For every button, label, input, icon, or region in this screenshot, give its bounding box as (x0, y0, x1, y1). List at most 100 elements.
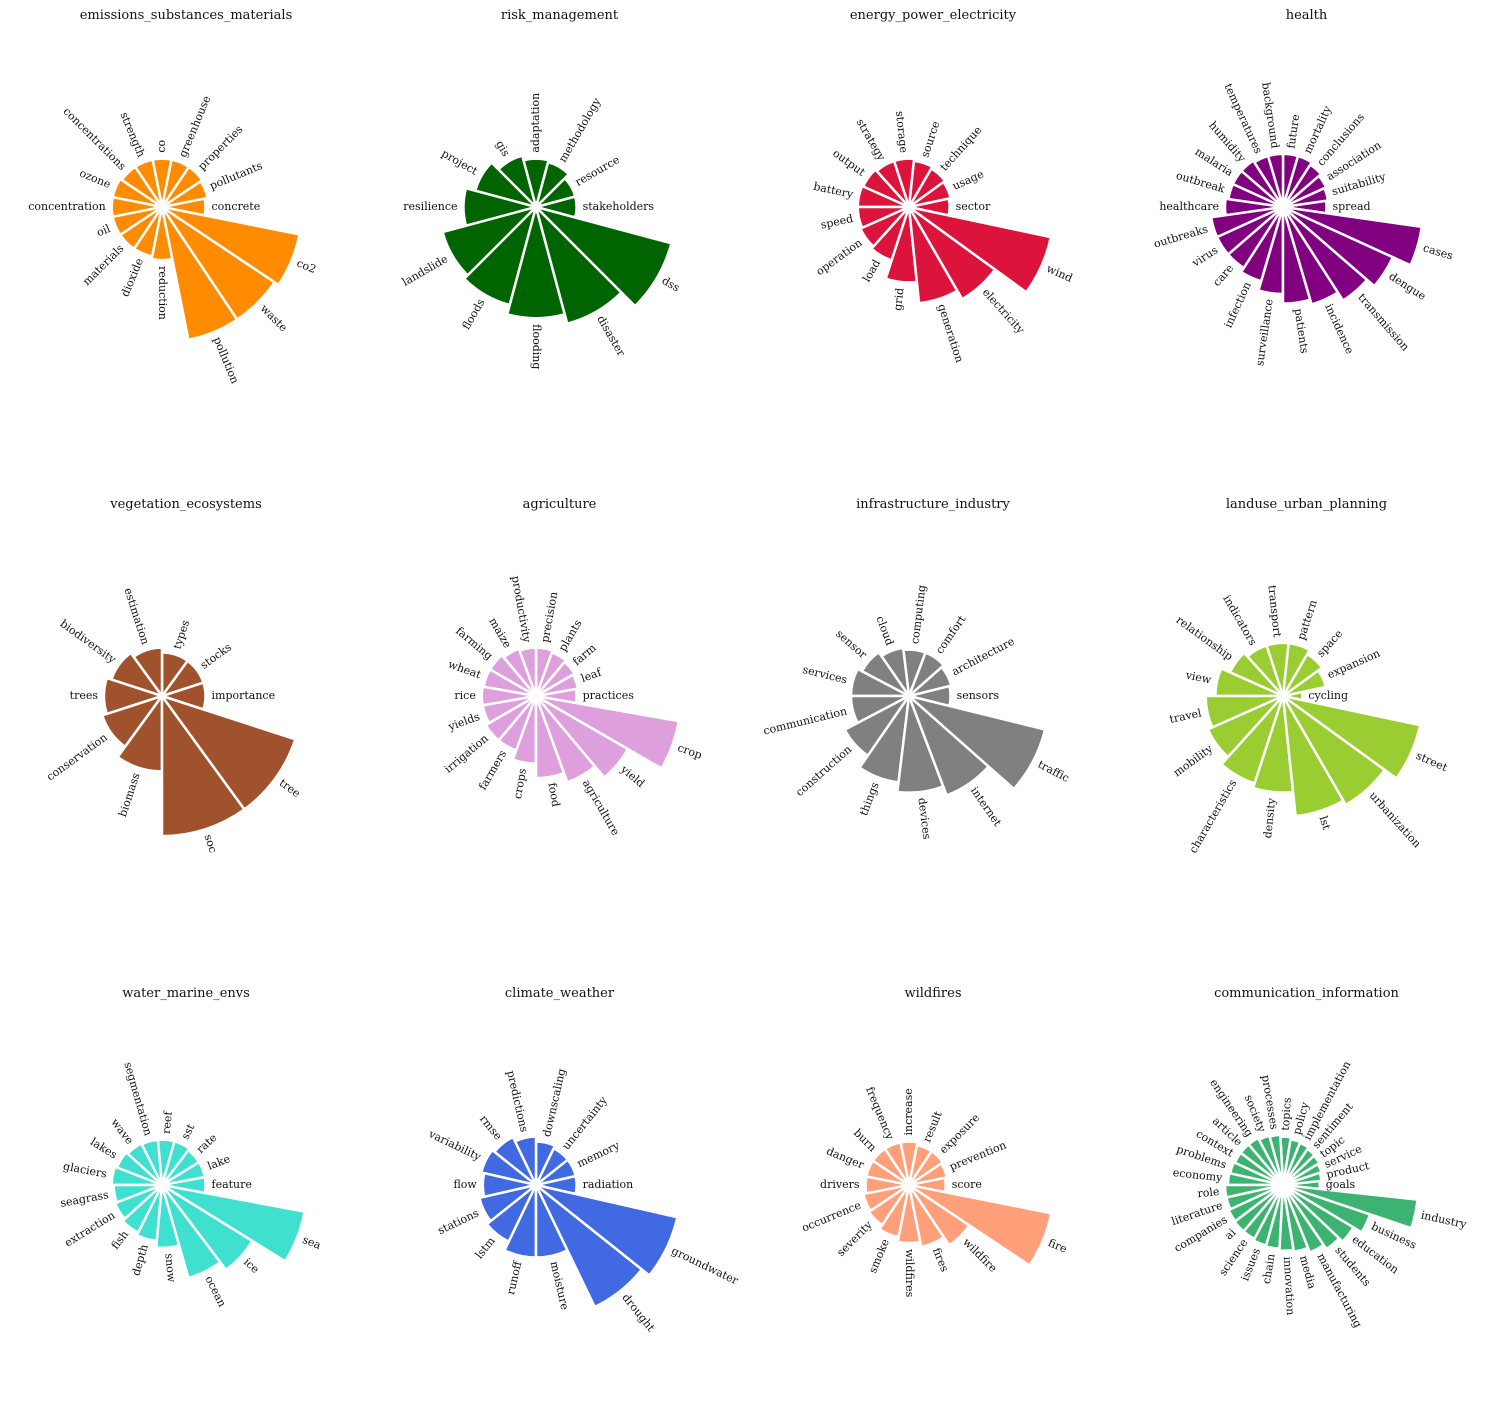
category-label-dengue: dengue (1386, 270, 1428, 303)
category-label-usage: usage (950, 168, 985, 193)
category-label-ozone: ozone (78, 167, 113, 192)
category-label-adaptation: adaptation (529, 93, 542, 153)
category-label-lake: lake (206, 1152, 232, 1173)
category-label-transport: transport (1265, 584, 1283, 638)
category-label-cloud: cloud (873, 614, 896, 647)
category-label-rate: rate (194, 1131, 220, 1156)
polar-bar-chart: practicesleaffarmplantsprecisionproducti… (374, 489, 746, 938)
category-label-productivity: productivity (508, 575, 533, 645)
category-label-communication: communication (762, 705, 848, 738)
category-label-ice: ice (241, 1256, 262, 1277)
category-label-technique: technique (938, 124, 985, 174)
category-label-reduction: reduction (156, 266, 169, 320)
category-label-drought: drought (619, 1291, 657, 1334)
category-label-yields: yields (445, 710, 481, 734)
category-label-maize: maize (486, 615, 514, 650)
category-label-indicators: indicators (1220, 593, 1259, 648)
category-label-landslide: landslide (399, 252, 449, 288)
polar-bar-chart: featurelakeratesstreefsegmentationwavela… (0, 978, 372, 1427)
category-label-floods: floods (459, 296, 487, 332)
category-label-infection: infection (1221, 280, 1253, 330)
category-label-crops: crops (510, 767, 528, 800)
category-label-economy: economy (1172, 1166, 1224, 1184)
category-label-leaf: leaf (579, 665, 604, 685)
category-label-farmers: farmers (476, 748, 509, 793)
category-label-load: load (860, 257, 883, 284)
category-label-co: co (155, 140, 168, 153)
category-label-operation: operation (814, 236, 865, 278)
category-label-snow: snow (162, 1253, 178, 1283)
category-label-predictions: predictions (504, 1069, 531, 1133)
category-label-sector: sector (956, 200, 991, 213)
category-label-fire: fire (1046, 1236, 1069, 1255)
category-label-density: density (1261, 797, 1278, 839)
category-label-patients: patients (1291, 308, 1310, 355)
category-label-surveillance: surveillance (1253, 298, 1275, 367)
category-label-oil: oil (95, 222, 113, 239)
category-label-chain: chain (1259, 1253, 1277, 1285)
category-label-practices: practices (582, 689, 634, 702)
category-label-wind: wind (1045, 262, 1075, 285)
category-label-expansion: expansion (1325, 647, 1382, 682)
category-label-healthcare: healthcare (1159, 200, 1219, 213)
category-label-materials: materials (80, 242, 127, 289)
category-label-farm: farm (570, 641, 599, 668)
category-label-methodology: methodology (556, 95, 604, 165)
category-label-danger: danger (824, 1144, 866, 1171)
category-label-generation: generation (935, 302, 966, 364)
category-label-estimation: estimation (121, 586, 152, 646)
category-label-sst: sst (179, 1121, 198, 1141)
category-label-gis: gis (493, 138, 513, 159)
category-label-yield: yield (617, 762, 647, 790)
category-label-importance: importance (212, 689, 276, 702)
category-label-media: media (1296, 1254, 1318, 1291)
category-label-pollutants: pollutants (208, 159, 265, 193)
category-label-fish: fish (109, 1228, 131, 1252)
category-label-spread: spread (1332, 200, 1370, 213)
category-label-flow: flow (453, 1178, 477, 1191)
category-label-output: output (830, 147, 868, 179)
category-label-crop: crop (675, 741, 703, 762)
category-label-electricity: electricity (980, 286, 1028, 337)
category-label-glaciers: glaciers (62, 1160, 108, 1181)
category-label-reef: reef (160, 1110, 175, 1134)
category-label-farming: farming (453, 624, 495, 662)
category-label-construction: construction (793, 743, 854, 799)
category-label-lst: lst (1316, 814, 1333, 831)
category-label-relationship: relationship (1173, 613, 1235, 663)
category-label-sensor: sensor (833, 627, 870, 662)
category-label-waste: waste (258, 302, 290, 334)
category-label-burn: burn (851, 1126, 879, 1154)
polar-bar-chart: spreadsuitabilityassociationconclusionsm… (1121, 0, 1487, 449)
category-label-strategy: strategy (854, 117, 889, 164)
category-label-biodiversity: biodiversity (58, 617, 119, 666)
category-label-services: services (801, 663, 849, 687)
category-label-sensors: sensors (957, 689, 1000, 702)
category-label-precision: precision (538, 591, 560, 644)
polar-bar-chart: stakeholdersresourcemethodologyadaptatio… (374, 0, 746, 449)
category-label-storage: storage (893, 110, 910, 153)
category-label-disaster: disaster (594, 313, 628, 359)
category-label-street: street (1414, 749, 1450, 774)
category-label-increase: increase (902, 1088, 915, 1135)
category-label-comfort: comfort (933, 613, 969, 657)
category-label-depth: depth (129, 1243, 150, 1277)
category-label-background: background (1259, 82, 1281, 150)
category-label-ocean: ocean (202, 1274, 228, 1309)
category-label-irrigation: irrigation (442, 732, 491, 776)
category-label-trees: trees (70, 689, 99, 702)
category-label-biomass: biomass (116, 771, 143, 819)
category-label-score: score (952, 1178, 982, 1191)
category-label-tree: tree (277, 776, 303, 800)
category-label-feature: feature (212, 1178, 252, 1191)
